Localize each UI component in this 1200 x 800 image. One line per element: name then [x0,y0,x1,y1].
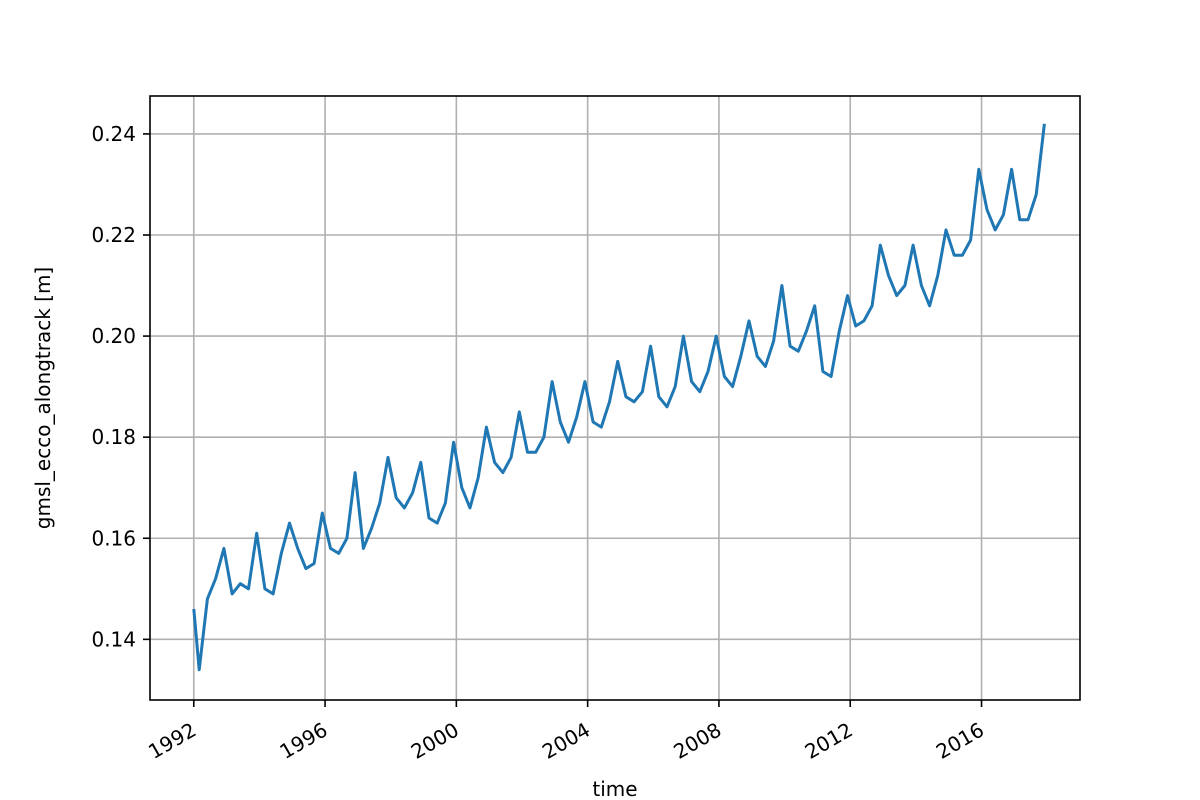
x-tick-label: 1992 [144,718,200,764]
grid [150,96,1080,700]
x-axis-label: time [592,777,637,800]
y-ticks: 0.14 0.16 0.18 0.20 0.22 0.24 [91,122,150,651]
x-tick-label: 2000 [407,718,463,764]
y-tick-label: 0.22 [91,223,136,247]
y-tick-label: 0.14 [91,627,136,651]
x-tick-label: 2004 [538,718,594,764]
x-tick-label: 2016 [932,718,988,764]
x-ticks: 1992 1996 2000 2004 2008 2012 2016 [144,700,988,764]
x-tick-label: 2008 [669,718,725,764]
plot-frame [149,95,1081,701]
x-tick-label: 1996 [275,718,331,764]
y-tick-label: 0.24 [91,122,136,146]
x-tick-label: 2012 [801,718,857,764]
y-tick-label: 0.16 [91,526,136,550]
y-tick-label: 0.20 [91,324,136,348]
y-tick-label: 0.18 [91,425,136,449]
series-line [192,123,1046,672]
y-axis-label: gmsl_ecco_alongtrack [m] [31,267,55,529]
